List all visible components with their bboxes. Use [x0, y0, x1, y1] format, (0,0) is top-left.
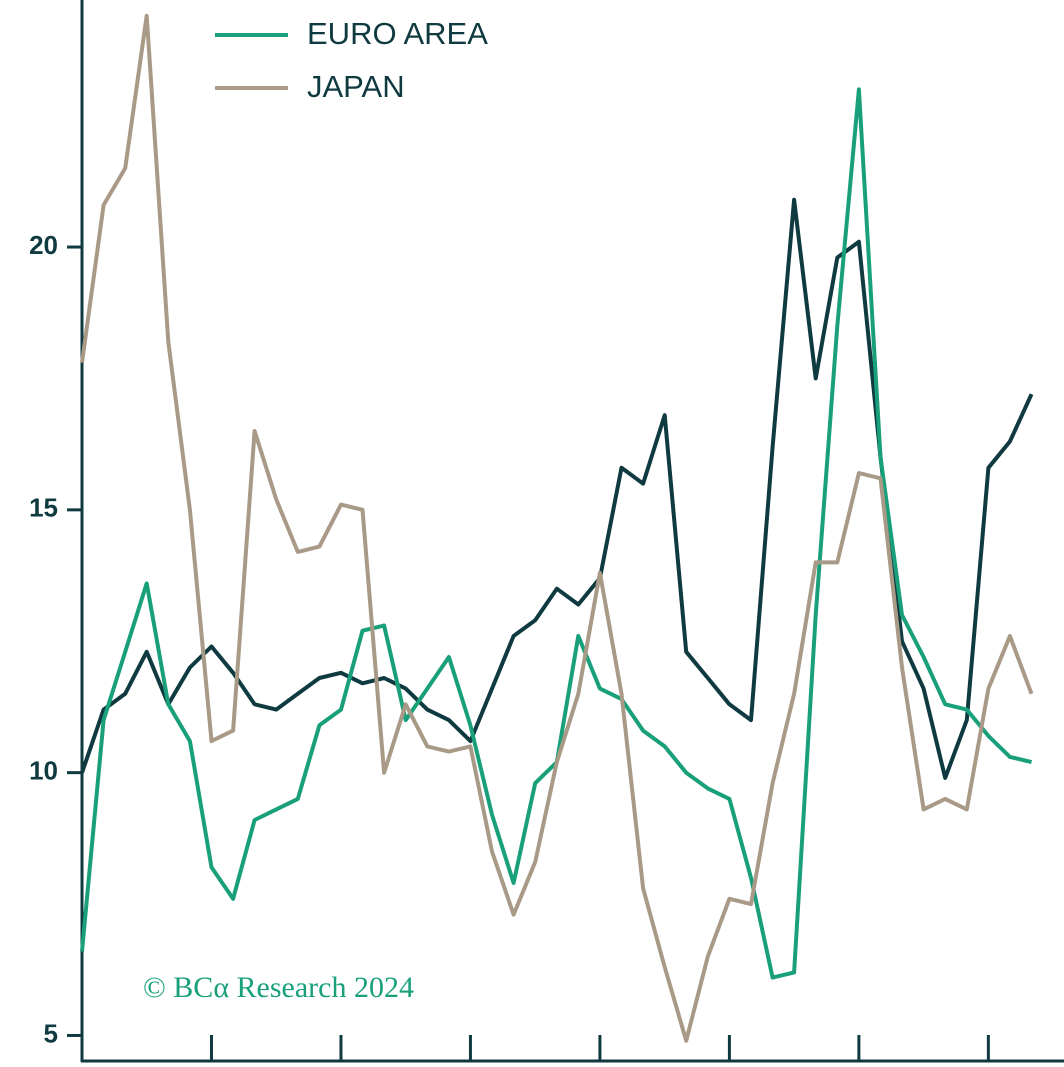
y-tick-label: 20	[29, 230, 58, 260]
series-line	[80, 13, 1034, 1043]
legend-label: JAPAN	[307, 69, 405, 104]
watermark: © BCα Research 2024	[143, 971, 414, 1004]
legend-label: EURO AREA	[307, 16, 488, 51]
y-tick-label: 15	[29, 493, 58, 523]
y-tick-label: 10	[29, 756, 58, 786]
series-line	[80, 87, 1032, 980]
y-tick-label: 5	[44, 1018, 58, 1048]
series-line	[80, 197, 1034, 780]
